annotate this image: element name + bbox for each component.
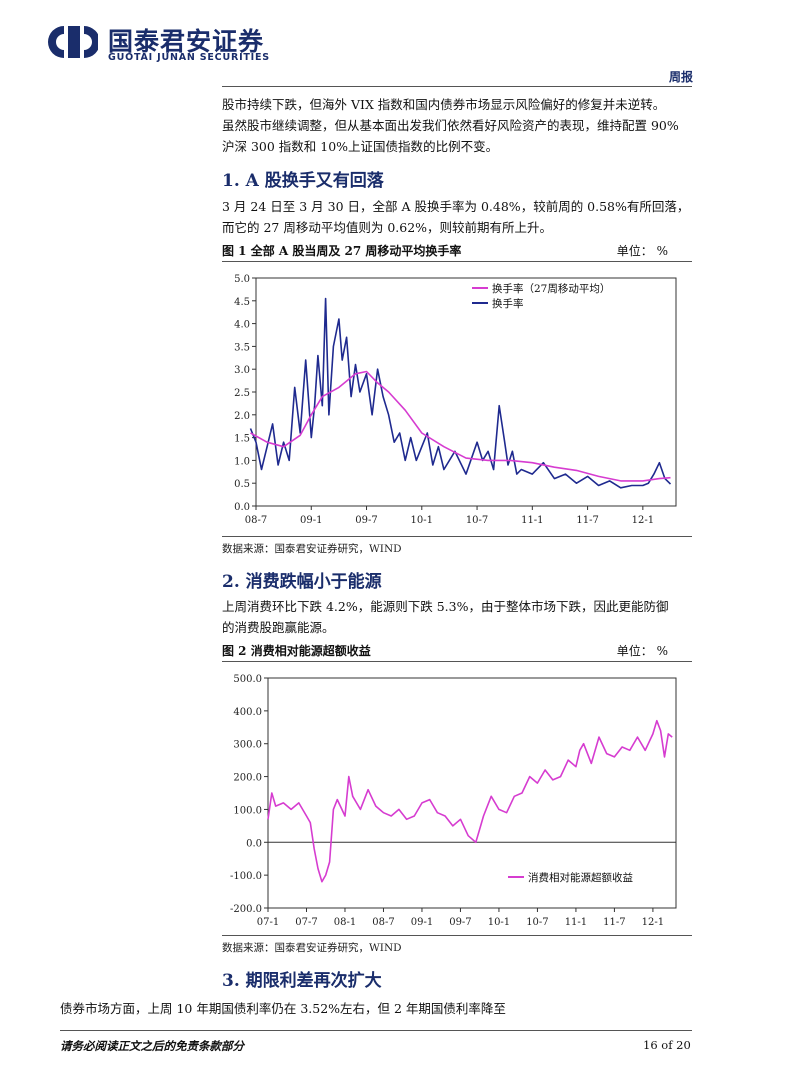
legend-label: 消费相对能源超额收益 — [528, 871, 633, 884]
figure-1-bottom-rule — [222, 536, 692, 537]
figure-2-top-rule — [222, 661, 692, 662]
y-tick-label: 0.0 — [246, 838, 262, 849]
x-tick-label: 07-1 — [257, 917, 279, 928]
plot-area — [267, 677, 677, 909]
x-tick-label: 10-7 — [526, 917, 548, 928]
figure-2-unit: 单位： % — [616, 644, 668, 658]
brand-name-cn: 国泰君安证券 — [108, 27, 265, 56]
x-tick-label: 10-1 — [411, 515, 433, 526]
x-tick-label: 08-7 — [372, 917, 394, 928]
x-tick-label: 08-7 — [245, 515, 267, 526]
figure-1-caption: 图 1 全部 A 股当周及 27 周移动平均换手率 单位： % — [222, 242, 692, 259]
figure-2-source: 数据来源：国泰君安证券研究，WIND — [222, 942, 402, 954]
intro-line: 沪深 300 指数和 10%上证国债指数的比例不变。 — [222, 139, 499, 154]
series-line — [249, 297, 672, 489]
y-tick-label: 500.0 — [233, 674, 262, 685]
intro-line: 股市持续下跌，但海外 VIX 指数和国内债券市场显示风险偏好的修复并未逆转。 — [222, 97, 666, 112]
body-line: 的消费股跑赢能源。 — [222, 620, 335, 635]
y-tick-label: 400.0 — [233, 707, 262, 718]
body-line: 上周消费环比下跌 4.2%，能源则下跌 5.3%，由于整体市场下跌，因此更能防御 — [222, 599, 669, 614]
x-tick-label: 07-7 — [295, 917, 317, 928]
y-tick-label: 2.5 — [234, 388, 250, 399]
y-tick-label: 1.0 — [234, 456, 250, 467]
x-tick-label: 10-1 — [488, 917, 510, 928]
y-tick-label: 3.5 — [234, 342, 250, 353]
y-tick-label: -100.0 — [230, 871, 262, 882]
y-tick-label: 300.0 — [233, 740, 262, 751]
x-tick-label: 11-1 — [521, 515, 543, 526]
guotai-junan-logo — [48, 26, 98, 58]
figure-1-top-rule — [222, 261, 692, 262]
series-line — [267, 719, 673, 883]
section-3-heading: 3. 期限利差再次扩大 — [222, 971, 382, 991]
y-tick-label: 1.5 — [234, 434, 250, 445]
page-number: 16 of 20 — [643, 1038, 691, 1052]
consumer-vs-energy-chart: -200.0 -100.0 0.0 100.0 200.0 300.0 400.0 500.0… — [230, 674, 677, 928]
figure-2-bottom-rule — [222, 935, 692, 936]
series-line — [250, 370, 671, 482]
x-tick-label: 11-7 — [603, 917, 625, 928]
x-tick-label: 09-1 — [411, 917, 433, 928]
intro-line: 虽然股市继续调整，但从基本面出发我们依然看好风险资产的表现，维持配置 90% — [222, 118, 679, 133]
legend-label: 换手率 — [492, 297, 524, 310]
body-line: 而它的 27 周移动平均值则为 0.62%，则较前期有所上升。 — [222, 220, 553, 235]
footer-disclaimer: 请务必阅读正文之后的免责条款部分 — [60, 1039, 244, 1053]
x-tick-label: 09-1 — [300, 515, 322, 526]
y-tick-label: 4.5 — [234, 297, 250, 308]
y-tick-label: 2.0 — [234, 411, 250, 422]
x-tick-label: 09-7 — [355, 515, 377, 526]
x-tick-label: 12-1 — [642, 917, 664, 928]
figure-2-chart: -200.0 -100.0 0.0 100.0 200.0 300.0 400.0 500.0… — [222, 664, 692, 934]
figure-1-unit: 单位： % — [616, 244, 668, 258]
footer-rule — [60, 1030, 692, 1031]
y-tick-label: 4.0 — [234, 320, 250, 331]
y-tick-label: -200.0 — [230, 904, 262, 915]
turnover-chart: 0.0 0.5 1.0 1.5 2.0 2.5 3.0 3.5 4.0 4.5 5.0 08-7 09-… — [234, 274, 677, 526]
section-2-heading: 2. 消费跌幅小于能源 — [222, 572, 382, 592]
x-tick-label: 11-7 — [576, 515, 598, 526]
body-line: 3 月 24 日至 3 月 30 日，全部 A 股换手率为 0.48%，较前周的… — [222, 199, 690, 214]
figure-1-source: 数据来源：国泰君安证券研究，WIND — [222, 543, 402, 555]
x-tick-label: 08-1 — [334, 917, 356, 928]
header-rule — [222, 86, 692, 87]
y-tick-label: 0.5 — [234, 479, 250, 490]
x-tick-label: 11-1 — [565, 917, 587, 928]
y-tick-label: 3.0 — [234, 365, 250, 376]
y-tick-label: 200.0 — [233, 773, 262, 784]
section-3-body: 债券市场方面，上周 10 年期国债利率仍在 3.52%左右，但 2 年期国债利率… — [60, 1001, 506, 1016]
legend-label: 换手率（27周移动平均） — [492, 282, 610, 295]
section-1-heading: 1. A 股换手又有回落 — [222, 171, 384, 191]
section-1-body: 3 月 24 日至 3 月 30 日，全部 A 股换手率为 0.48%，较前周的… — [222, 196, 694, 238]
x-tick-label: 09-7 — [449, 917, 471, 928]
report-type-tag: 周报 — [668, 70, 693, 84]
x-tick-label: 10-7 — [466, 515, 488, 526]
figure-1-title: 图 1 全部 A 股当周及 27 周移动平均换手率 — [222, 244, 462, 258]
x-tick-label: 12-1 — [632, 515, 654, 526]
intro-paragraph: 股市持续下跌，但海外 VIX 指数和国内债券市场显示风险偏好的修复并未逆转。 虽… — [222, 94, 694, 157]
figure-2-caption: 图 2 消费相对能源超额收益 单位： % — [222, 642, 692, 659]
section-2-body: 上周消费环比下跌 4.2%，能源则下跌 5.3%，由于整体市场下跌，因此更能防御… — [222, 596, 694, 638]
figure-2-title: 图 2 消费相对能源超额收益 — [222, 644, 371, 658]
brand-name-en: GUOTAI JUNAN SECURITIES — [108, 52, 270, 63]
figure-1-chart: 0.0 0.5 1.0 1.5 2.0 2.5 3.0 3.5 4.0 4.5 5.0 08-7 09-… — [222, 264, 692, 534]
y-tick-label: 0.0 — [234, 502, 250, 513]
y-tick-label: 100.0 — [233, 805, 262, 816]
y-tick-label: 5.0 — [234, 274, 250, 285]
